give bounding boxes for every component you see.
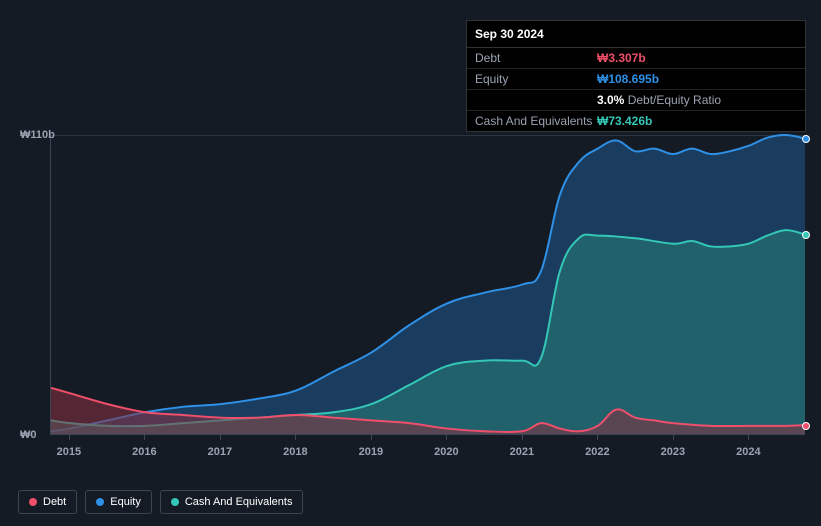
tooltip-row-value: ₩3.307b	[597, 51, 646, 65]
data-tooltip: Sep 30 2024 Debt₩3.307bEquity₩108.695b3.…	[466, 20, 806, 132]
legend-label: Equity	[110, 496, 141, 508]
legend-item-debt[interactable]: Debt	[18, 490, 77, 514]
legend-label: Cash And Equivalents	[185, 496, 293, 508]
legend-label: Debt	[43, 496, 66, 508]
legend-dot	[29, 498, 37, 506]
tooltip-row-label: Equity	[475, 72, 597, 86]
x-axis-label: 2022	[585, 446, 609, 458]
tooltip-row-label: Debt	[475, 51, 597, 65]
x-axis-label: 2017	[208, 446, 232, 458]
tooltip-row: Equity₩108.695b	[467, 69, 805, 90]
tooltip-row-value: 3.0% Debt/Equity Ratio	[597, 93, 721, 107]
x-axis-label: 2024	[736, 446, 760, 458]
x-axis-label: 2020	[434, 446, 458, 458]
endpoint-dot	[802, 231, 810, 239]
chart-legend: Debt Equity Cash And Equivalents	[18, 490, 303, 514]
plot-area	[50, 135, 805, 435]
x-axis-label: 2018	[283, 446, 307, 458]
legend-dot	[171, 498, 179, 506]
x-axis-label: 2016	[132, 446, 156, 458]
y-axis-label: ₩110b	[20, 129, 55, 141]
tooltip-row-label	[475, 93, 597, 107]
x-axis-label: 2015	[57, 446, 81, 458]
legend-item-cash-and-equivalents[interactable]: Cash And Equivalents	[160, 490, 304, 514]
y-axis-label: ₩0	[20, 429, 37, 441]
tooltip-row: Debt₩3.307b	[467, 48, 805, 69]
tooltip-date: Sep 30 2024	[467, 21, 805, 48]
debt-equity-chart: ₩0 ₩110b 2015 2016 2017 2018 2019 2020 2021 2022…	[15, 125, 805, 470]
tooltip-row: 3.0% Debt/Equity Ratio	[467, 90, 805, 111]
endpoint-dot	[802, 135, 810, 143]
legend-dot	[96, 498, 104, 506]
x-axis-label: 2023	[661, 446, 685, 458]
x-axis-label: 2019	[359, 446, 383, 458]
endpoint-dot	[802, 422, 810, 430]
legend-item-equity[interactable]: Equity	[85, 490, 152, 514]
tooltip-row-value: ₩108.695b	[597, 72, 659, 86]
x-axis-label: 2021	[510, 446, 534, 458]
